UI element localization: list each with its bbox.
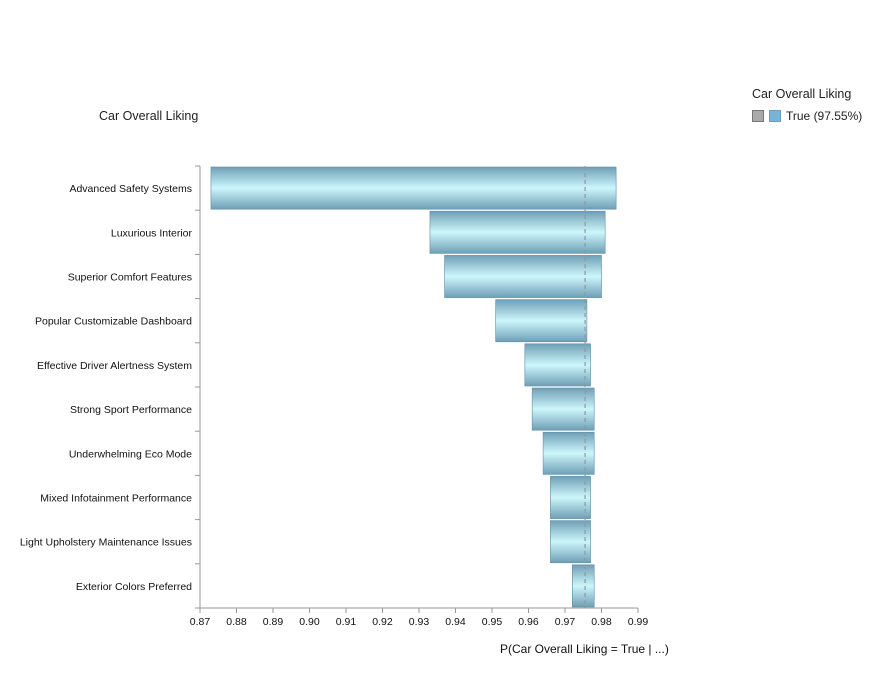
x-tick-label: 0.87 [190,616,211,628]
y-tick-label: Exterior Colors Preferred [76,581,192,593]
y-tick-label: Advanced Safety Systems [69,183,192,195]
x-tick-label: 0.98 [591,616,612,628]
bar-7[interactable] [550,476,591,519]
y-tick-label: Popular Customizable Dashboard [35,316,192,328]
y-tick-label: Luxurious Interior [111,227,193,239]
x-tick-label: 0.95 [482,616,503,628]
bar-2[interactable] [444,255,602,298]
y-tick-label: Light Upholstery Maintenance Issues [20,537,192,549]
legend-title: Car Overall Liking [752,87,852,101]
x-tick-label: 0.96 [518,616,539,628]
x-tick-label: 0.91 [336,616,357,628]
x-axis-title: P(Car Overall Liking = True | ...) [500,642,669,656]
x-tick-label: 0.92 [372,616,393,628]
bar-6[interactable] [542,431,595,475]
bar-3[interactable] [495,299,588,343]
x-tick-label: 0.99 [628,616,649,628]
y-tick-label: Underwhelming Eco Mode [69,448,192,460]
x-tick-label: 0.93 [409,616,430,628]
x-tick-label: 0.94 [445,616,466,628]
bar-0[interactable] [210,166,617,210]
x-tick-label: 0.97 [555,616,576,628]
y-tick-label: Mixed Infotainment Performance [40,493,192,505]
legend-swatch-true-icon [769,110,781,122]
x-tick-label: 0.90 [299,616,320,628]
y-tick-label: Effective Driver Alertness System [37,360,192,372]
bar-9[interactable] [571,564,595,608]
legend-swatch-gray-icon [752,110,764,122]
bar-4[interactable] [524,343,591,387]
bar-5[interactable] [531,387,595,431]
x-tick-label: 0.88 [226,616,247,628]
bar-1[interactable] [429,210,606,254]
x-tick-label: 0.89 [263,616,284,628]
legend-entry-true[interactable]: True (97.55%) [752,109,862,123]
y-tick-label: Strong Sport Performance [70,404,192,416]
y-tick-label: Superior Comfort Features [68,272,192,284]
chart-title: Car Overall Liking [99,109,199,123]
legend-entry-label: True (97.55%) [786,109,863,123]
bar-8[interactable] [550,520,591,564]
legend: Car Overall Liking True (97.55%) [752,87,862,123]
